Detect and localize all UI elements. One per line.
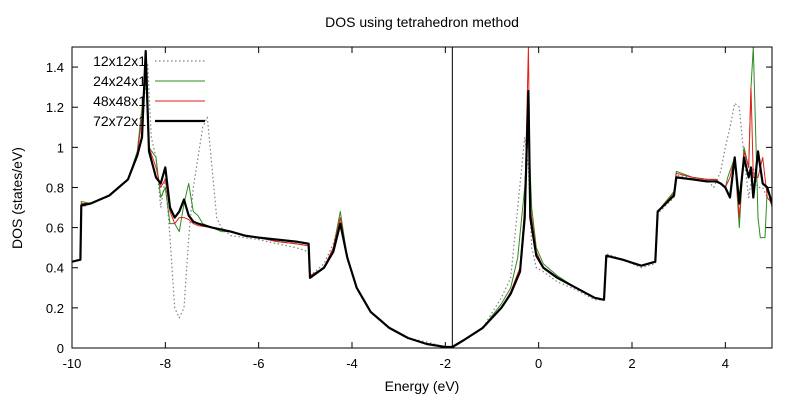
y-tick-label: 1.4 bbox=[46, 60, 64, 75]
x-tick-label: 2 bbox=[628, 356, 635, 371]
series-line-72x72x1 bbox=[72, 49, 772, 348]
legend: 12x12x1 24x24x1 48x48x1 72x72x1 bbox=[93, 53, 205, 129]
x-tick-label: 0 bbox=[535, 356, 542, 371]
x-tick-label: -8 bbox=[160, 356, 172, 371]
series-line-12x12x1 bbox=[72, 62, 772, 348]
legend-label: 24x24x1 bbox=[93, 73, 146, 89]
x-tick-label: -2 bbox=[440, 356, 452, 371]
y-tick-label: 0.8 bbox=[46, 180, 64, 195]
series-line-24x24x1 bbox=[72, 47, 772, 348]
x-tick-label: 4 bbox=[722, 356, 729, 371]
x-tick-label: -10 bbox=[63, 356, 82, 371]
axis-ticks: -10 -8 -6 -4 -2 0 2 4 0 0.2 0.4 0.6 0.8 1 1.2 1.4 bbox=[46, 47, 772, 371]
y-tick-label: 0 bbox=[57, 341, 64, 356]
legend-label: 48x48x1 bbox=[93, 93, 146, 109]
legend-label: 12x12x1 bbox=[93, 53, 146, 69]
series-layer bbox=[72, 47, 772, 348]
series-line-48x48x1 bbox=[72, 47, 772, 348]
chart-title: DOS using tetrahedron method bbox=[325, 14, 519, 30]
legend-label: 72x72x1 bbox=[93, 113, 146, 129]
x-tick-label: -6 bbox=[253, 356, 265, 371]
x-axis-label: Energy (eV) bbox=[385, 378, 460, 394]
plot-frame bbox=[71, 46, 773, 349]
y-tick-label: 0.6 bbox=[46, 221, 64, 236]
y-axis-label: DOS (states/eV) bbox=[9, 147, 25, 249]
y-tick-label: 1 bbox=[57, 140, 64, 155]
x-tick-label: -4 bbox=[346, 356, 358, 371]
y-tick-label: 0.4 bbox=[46, 261, 64, 276]
y-tick-label: 1.2 bbox=[46, 100, 64, 115]
y-tick-label: 0.2 bbox=[46, 301, 64, 316]
